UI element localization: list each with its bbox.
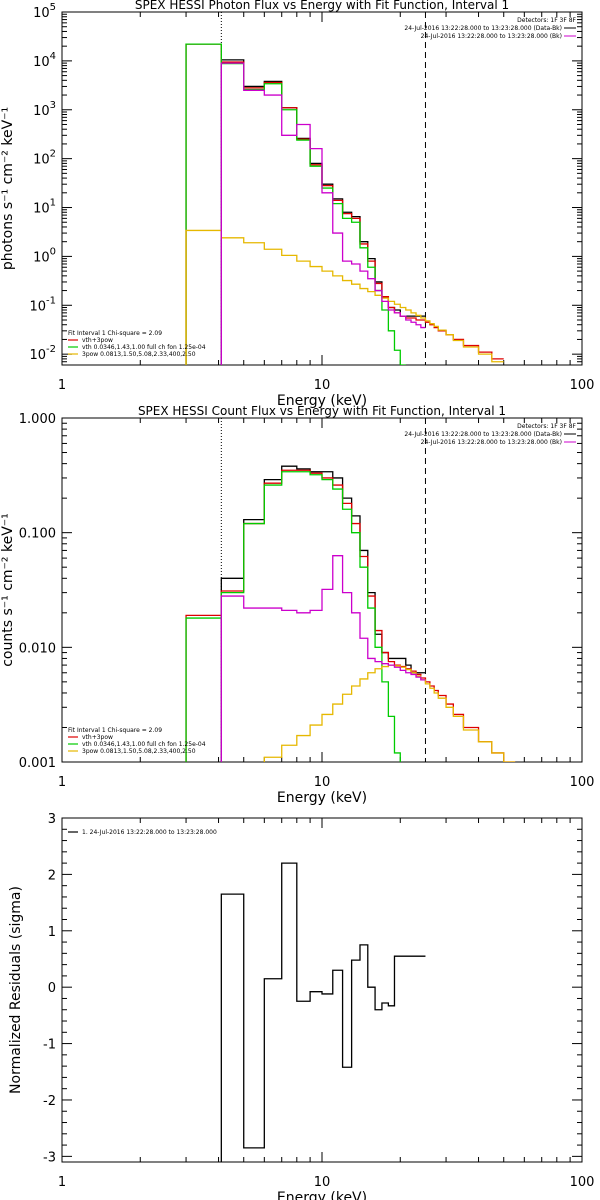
detectors-label: Detectors: 1F 3F 8F: [517, 17, 576, 24]
series-vth-3pow: [185, 43, 504, 365]
legend-header: Fit Interval 1 Chi-square = 2.09: [68, 330, 162, 337]
y-tick-label: 3: [48, 812, 56, 827]
y-tick-label: 104: [33, 51, 56, 70]
y-tick-label: 1.000: [19, 412, 56, 427]
x-tick-label: 10: [314, 1175, 331, 1190]
chart-panel-1: 1 10 100 Energy (keV) 10-2 10-1 100 101 102 103 10…: [0, 0, 594, 409]
y-axis-label: Normalized Residuals (sigma): [8, 886, 24, 1094]
y-tick-label: 0.010: [19, 641, 56, 656]
y-axis-label: photons s⁻¹ cm⁻² keV⁻¹: [0, 107, 16, 270]
legend-item: 1. 24-Jul-2016 13:22:28.000 to 13:23:28.…: [82, 829, 217, 836]
y-tick-label: -2: [43, 1094, 56, 1109]
series-bk: [220, 555, 426, 762]
y-tick-label: 1: [48, 925, 56, 940]
y-tick-label: 2: [48, 868, 56, 883]
legend-item: 3pow 0.0813,1.50,5.08,2.33,400,2.50: [82, 748, 196, 755]
chart-title: SPEX HESSI Photon Flux vs Energy with Fi…: [135, 0, 509, 12]
series-3pow: [263, 664, 516, 762]
series-vth: [185, 43, 406, 365]
legend-header: Fit Interval 1 Chi-square = 2.09: [68, 727, 162, 734]
chart-panel-2: 1 10 100 Energy (keV) 0.001 0.010 0.100 1.000 co…: [0, 404, 594, 806]
y-tick-label: 102: [33, 149, 56, 168]
series-vth: [185, 471, 401, 762]
x-axis-label: Energy (keV): [277, 1190, 367, 1200]
y-tick-label: 101: [33, 198, 56, 217]
series-1-24-jul-2016-13-22-28-000-to-13-23-28-000: [220, 862, 426, 1162]
y-tick-label: 103: [33, 100, 56, 119]
interval-data-label: 24-Jul-2016 13:22:28.000 to 13:23:28.000…: [404, 431, 562, 438]
x-tick-label: 1: [58, 378, 66, 393]
y-tick-label: -3: [43, 1150, 56, 1165]
y-tick-label: -1: [43, 1038, 56, 1053]
y-tick-label: 0.001: [19, 756, 56, 771]
x-tick-label: 1: [58, 1175, 66, 1190]
interval-data-label: 24-Jul-2016 13:22:28.000 to 13:23:28.000…: [404, 25, 562, 32]
legend-item: 3pow 0.0813,1.50,5.08,2.33,400,2.50: [82, 351, 196, 358]
legend-item: vth+3pow: [82, 337, 113, 344]
y-tick-label: 0.100: [19, 527, 56, 542]
x-tick-label: 100: [570, 378, 595, 393]
x-tick-label: 100: [570, 775, 595, 790]
legend-item: vth 0.0346,1.43,1.00 full ch fon 1.25e-0…: [82, 344, 206, 351]
x-tick-label: 10: [314, 378, 331, 393]
legend-item: vth 0.0346,1.43,1.00 full ch fon 1.25e-0…: [82, 741, 206, 748]
x-tick-label: 1: [58, 775, 66, 790]
detectors-label: Detectors: 1F 3F 8F: [517, 423, 576, 430]
y-tick-label: 10-1: [29, 295, 56, 314]
y-tick-label: 100: [33, 246, 56, 265]
series-bk: [220, 62, 426, 365]
x-axis-label: Energy (keV): [277, 790, 367, 806]
chart-title: SPEX HESSI Count Flux vs Energy with Fit…: [138, 404, 506, 418]
x-axis-label: Energy (keV): [277, 393, 367, 409]
y-tick-label: 10-2: [29, 344, 56, 363]
plot-frame: [61, 817, 583, 1163]
y-axis-label: counts s⁻¹ cm⁻² keV⁻¹: [0, 513, 16, 667]
interval-bk-label: 24-Jul-2016 13:22:28.000 to 13:23:28.000…: [421, 439, 562, 446]
series-data-bk: [220, 59, 426, 365]
series-3pow: [185, 229, 504, 365]
x-tick-label: 100: [570, 1175, 595, 1190]
y-tick-label: 105: [33, 2, 56, 21]
legend-item: vth+3pow: [82, 734, 113, 741]
y-tick-label: 0: [48, 981, 56, 996]
chart-panel-3: 1 10 100 Energy (keV) -3 -2 -1 0 1 2 3 Normalized R…: [8, 812, 594, 1200]
x-tick-label: 10: [314, 775, 331, 790]
interval-bk-label: 24-Jul-2016 13:22:28.000 to 13:23:28.000…: [421, 33, 562, 40]
